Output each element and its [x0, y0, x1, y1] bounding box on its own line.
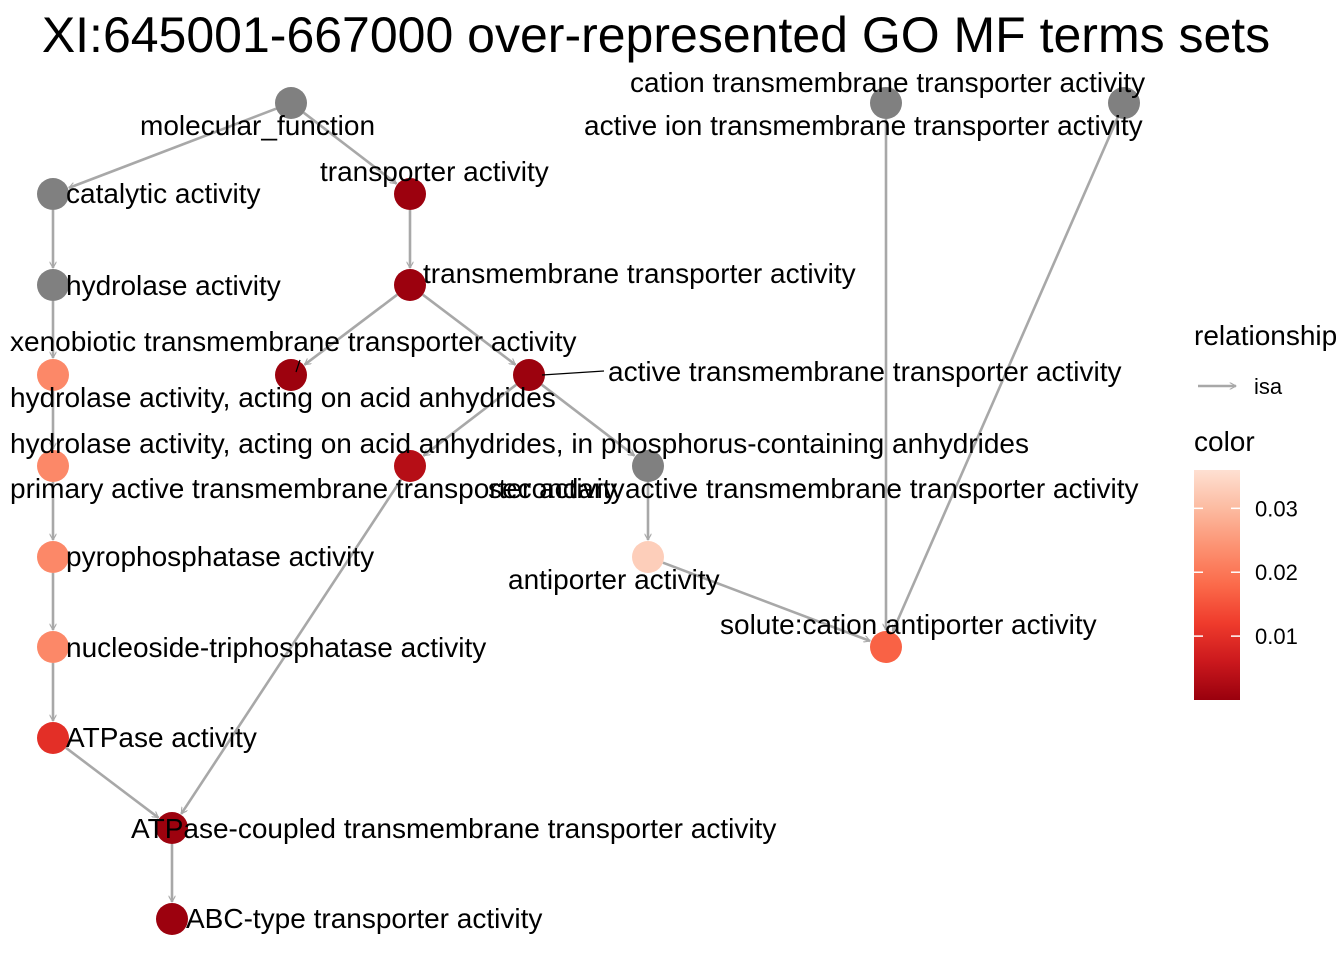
legend-color-title: color — [1194, 426, 1255, 457]
edge-molecular_function-to-transporter_activity — [302, 111, 397, 185]
node-label-cation_transmembrane_transporter_activity: cation transmembrane transporter activit… — [630, 67, 1145, 98]
node-label-hydrolase_phosphorus_anhydrides: hydrolase activity, acting on acid anhyd… — [10, 428, 1029, 459]
node-label-active_ion_transmembrane_transporter_activity: active ion transmembrane transporter act… — [584, 110, 1143, 141]
node-pyrophosphatase_activity[interactable] — [37, 541, 69, 573]
node-label-hydrolase_acid_anhydrides: hydrolase activity, acting on acid anhyd… — [10, 382, 556, 413]
node-atpase_coupled_transmembrane_transporter_activity[interactable] — [156, 812, 188, 844]
color-bar-ticks: 0.03 0.02 0.01 — [1194, 496, 1298, 649]
node-label-primary_active_transmembrane_transporter_activity: primary active transmembrane transporter… — [10, 473, 625, 504]
legend-isa-label: isa — [1254, 374, 1283, 399]
color-tick-label-2: 0.01 — [1255, 624, 1298, 649]
node-label-molecular_function: molecular_function — [140, 110, 375, 141]
edge-active_transmembrane_transporter_activity-to-secondary_active_transmembrane_transporter_activity — [540, 383, 635, 457]
node-atpase_activity[interactable] — [37, 722, 69, 754]
node-label-xenobiotic_transmembrane_transporter_activity: xenobiotic transmembrane transporter act… — [10, 326, 576, 357]
node-catalytic_activity[interactable] — [37, 178, 69, 210]
edge-transmembrane_transporter_activity-to-active_transmembrane_transporter_activity — [422, 293, 516, 366]
node-label-secondary_active_transmembrane_transporter_activity: secondary active transmembrane transport… — [488, 473, 1139, 504]
node-hydrolase_acid_anhydrides[interactable] — [37, 359, 69, 391]
label-leader-active_transmembrane_transporter_activity — [541, 370, 605, 376]
node-secondary_active_transmembrane_transporter_activity[interactable] — [632, 450, 664, 482]
legend: relationship isa color 0.03 0.02 0.01 — [1194, 320, 1337, 700]
node-transmembrane_transporter_activity[interactable] — [394, 269, 426, 301]
legend-relationship-title: relationship — [1194, 320, 1337, 351]
node-label-atpase_activity: ATPase activity — [66, 722, 257, 753]
node-label-atpase_coupled_transmembrane_transporter_activity: ATPase-coupled transmembrane transporter… — [131, 813, 776, 844]
node-label-solute_cation_antiporter_activity: solute:cation antiporter activity — [720, 609, 1097, 640]
node-label-active_transmembrane_transporter_activity: active transmembrane transporter activit… — [608, 356, 1122, 387]
node-active_ion_transmembrane_transporter_activity[interactable] — [1108, 87, 1140, 119]
node-primary_active_transmembrane_transporter_activity[interactable] — [394, 450, 426, 482]
edge-atpase_activity-to-atpase_coupled_transmembrane_transporter_activity — [65, 746, 159, 819]
node-active_transmembrane_transporter_activity[interactable] — [513, 359, 545, 391]
node-transporter_activity[interactable] — [394, 178, 426, 210]
edge-active_ion_transmembrane_transporter_activity-to-solute_cation_antiporter_activity — [893, 117, 1119, 632]
color-tick-label-1: 0.02 — [1255, 560, 1298, 585]
edge-transmembrane_transporter_activity-to-xenobiotic_transmembrane_transporter_activity — [305, 293, 398, 366]
labels-layer: molecular_function catalytic activity tran… — [10, 67, 1145, 934]
node-label-transmembrane_transporter_activity: transmembrane transporter activity — [423, 258, 856, 289]
node-antiporter_activity[interactable] — [632, 541, 664, 573]
nodes-layer — [37, 87, 1140, 935]
node-label-antiporter_activity: antiporter activity — [508, 564, 720, 595]
chart-title: XI:645001-667000 over-represented GO MF … — [42, 7, 1270, 63]
edge-antiporter_activity-to-solute_cation_antiporter_activity — [662, 561, 870, 641]
edge-molecular_function-to-catalytic_activity — [69, 107, 277, 188]
node-label-catalytic_activity: catalytic activity — [66, 178, 261, 209]
edges-layer — [53, 107, 1119, 902]
node-label-abc_type_transporter_activity: ABC-type transporter activity — [186, 903, 542, 934]
node-cation_transmembrane_transporter_activity[interactable] — [870, 87, 902, 119]
node-hydrolase_phosphorus_anhydrides[interactable] — [37, 450, 69, 482]
node-label-hydrolase_activity: hydrolase activity — [66, 270, 281, 301]
edge-primary_active_transmembrane_transporter_activity-to-atpase_coupled_transmembrane_transporter_activity — [180, 478, 403, 813]
edge-active_transmembrane_transporter_activity-to-primary_active_transmembrane_transporter_activity — [424, 383, 518, 457]
node-solute_cation_antiporter_activity[interactable] — [870, 631, 902, 663]
color-tick-label-0: 0.03 — [1255, 496, 1298, 521]
color-bar — [1194, 470, 1240, 700]
node-hydrolase_activity[interactable] — [37, 269, 69, 301]
label-leader-xenobiotic_transmembrane_transporter_activity — [295, 359, 301, 373]
node-xenobiotic_transmembrane_transporter_activity[interactable] — [275, 359, 307, 391]
node-abc_type_transporter_activity[interactable] — [156, 903, 188, 935]
node-nucleoside_triphosphatase_activity[interactable] — [37, 631, 69, 663]
node-label-nucleoside_triphosphatase_activity: nucleoside-triphosphatase activity — [66, 632, 486, 663]
node-label-pyrophosphatase_activity: pyrophosphatase activity — [66, 541, 374, 572]
node-label-transporter_activity: transporter activity — [320, 156, 549, 187]
node-molecular_function[interactable] — [275, 87, 307, 119]
